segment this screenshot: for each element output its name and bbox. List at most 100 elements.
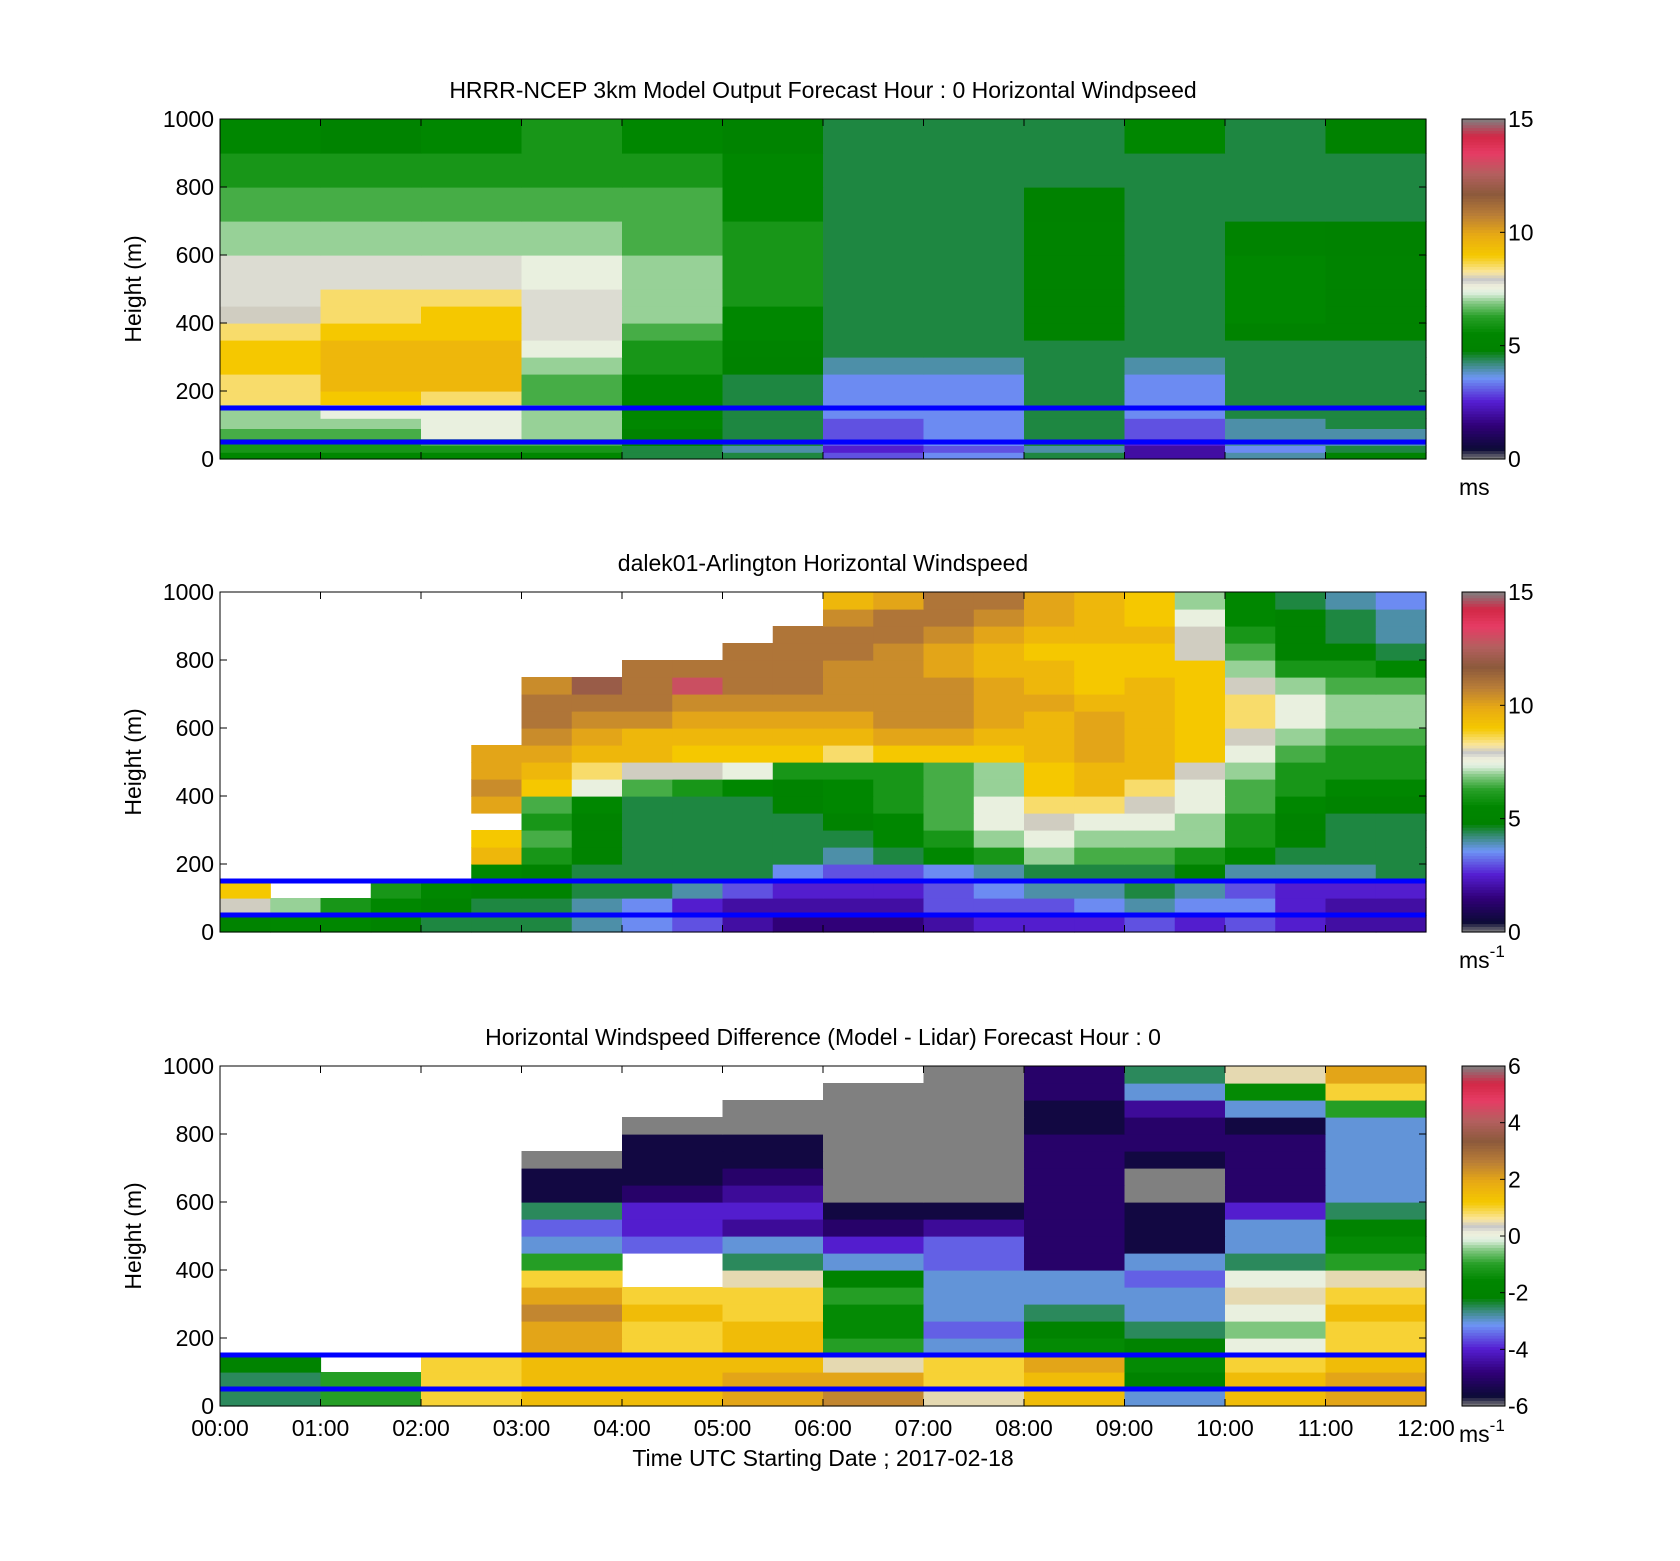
heatmap-cell: [823, 1236, 925, 1254]
heatmap-cell: [421, 306, 523, 324]
heatmap-cell: [722, 1304, 824, 1322]
heatmap-cell: [823, 626, 874, 644]
heatmap-cell: [1024, 711, 1075, 729]
heatmap-cell: [1174, 677, 1226, 695]
colorbar-segment: [1462, 130, 1505, 134]
colorbar-segment: [1462, 1153, 1505, 1158]
colorbar-segment: [1462, 1284, 1505, 1288]
heatmap-cell: [521, 762, 573, 780]
colorbar-segment: [1462, 759, 1505, 763]
heatmap-cell: [521, 306, 623, 324]
heatmap-cell: [1074, 711, 1126, 729]
heatmap-cell: [421, 418, 523, 429]
heatmap-cell: [1225, 357, 1327, 375]
heatmap-cell: [973, 643, 1025, 661]
heatmap-cell: [923, 323, 1025, 341]
x-axis-label: Time UTC Starting Date ; 2017-02-18: [632, 1445, 1013, 1471]
x-tick-label: 10:00: [1196, 1415, 1254, 1441]
colorbar-segment: [1462, 1366, 1505, 1370]
colorbar-segment: [1462, 1227, 1505, 1231]
y-tick-label: 1000: [163, 106, 214, 132]
heatmap-cell: [1225, 1389, 1327, 1407]
heatmap-cell: [1024, 306, 1126, 324]
colorbar-segment: [1462, 1097, 1505, 1101]
heatmap-cell: [1325, 1202, 1427, 1220]
heatmap-cell: [1225, 1185, 1327, 1203]
y-axis-label: Height (m): [120, 708, 146, 815]
heatmap-cell: [220, 153, 322, 188]
colorbar-segment: [1462, 444, 1505, 449]
heatmap-cell: [571, 813, 623, 831]
heatmap-cell: [521, 915, 573, 933]
heatmap-cell: [672, 830, 724, 848]
x-tick-label: 00:00: [191, 1415, 249, 1441]
heatmap-cell: [722, 289, 824, 307]
colorbar-segment: [1462, 1100, 1505, 1104]
colorbar-unit: ms-1: [1459, 1416, 1505, 1447]
colorbar-segment: [1462, 221, 1505, 225]
colorbar-segment: [1462, 801, 1505, 806]
heatmap-cell: [1174, 847, 1226, 865]
heatmap-cell: [1375, 881, 1427, 899]
colorbar-unit: ms: [1459, 474, 1490, 500]
heatmap-cell: [1174, 660, 1226, 678]
heatmap-cell: [722, 255, 824, 290]
colorbar-tick-label: -6: [1508, 1393, 1528, 1419]
heatmap-cell: [1024, 1202, 1126, 1220]
heatmap-cell: [1024, 255, 1126, 290]
heatmap-cell: [722, 847, 774, 865]
heatmap-cell: [1024, 1389, 1126, 1407]
colorbar-segment: [1462, 1389, 1505, 1393]
colorbar-segment: [1462, 742, 1505, 746]
heatmap-cell: [1225, 779, 1276, 797]
colorbar-segment: [1462, 1119, 1505, 1124]
heatmap-cell: [1325, 728, 1377, 746]
colorbar-segment: [1462, 300, 1505, 304]
heatmap-cell: [1375, 711, 1427, 729]
heatmap-cell: [571, 898, 623, 916]
heatmap-cell: [220, 915, 271, 933]
heatmap-cell: [1225, 323, 1327, 341]
colorbar-segment: [1462, 603, 1505, 607]
colorbar-segment: [1462, 1136, 1505, 1141]
heatmap-cell: [672, 796, 724, 814]
colorbar-segment: [1462, 1352, 1505, 1356]
heatmap-cell: [823, 323, 925, 341]
heatmap-cell: [1375, 813, 1427, 831]
colorbar-segment: [1462, 204, 1505, 208]
heatmap-cell: [1074, 847, 1126, 865]
heatmap-cell: [622, 323, 724, 341]
colorbar-segment: [1462, 121, 1505, 126]
heatmap-cell: [622, 1151, 724, 1169]
heatmap-cell: [320, 187, 422, 222]
colorbar-segment: [1462, 912, 1505, 916]
heatmap-cell: [973, 813, 1025, 831]
colorbar-segment: [1462, 133, 1505, 137]
colorbar-segment: [1462, 170, 1505, 174]
heatmap-cell: [521, 864, 573, 882]
heatmap-cell: [622, 1338, 724, 1356]
heatmap-cell: [722, 1117, 824, 1135]
y-tick-label: 400: [176, 783, 214, 809]
heatmap-cell: [1124, 306, 1226, 324]
colorbar-segment: [1462, 824, 1505, 828]
colorbar-segment: [1462, 260, 1505, 265]
colorbar-segment: [1462, 807, 1505, 811]
heatmap-cell: [1375, 847, 1427, 865]
heatmap-cell: [1024, 1355, 1126, 1373]
heatmap-cell: [521, 445, 623, 453]
heatmap-cell: [672, 779, 724, 797]
heatmap-cell: [622, 745, 673, 763]
colorbar-segment: [1462, 1083, 1505, 1087]
colorbar-segment: [1462, 773, 1505, 777]
colorbar-segment: [1462, 852, 1505, 857]
y-tick-label: 400: [176, 310, 214, 336]
heatmap-cell: [1074, 592, 1126, 610]
heatmap-cell: [823, 428, 925, 440]
colorbar-segment: [1462, 1179, 1505, 1183]
heatmap-cell: [722, 660, 774, 678]
heatmap-cell: [1124, 1253, 1226, 1271]
colorbar-segment: [1462, 1182, 1505, 1186]
heatmap-cell: [220, 119, 322, 154]
colorbar-segment: [1462, 929, 1505, 933]
